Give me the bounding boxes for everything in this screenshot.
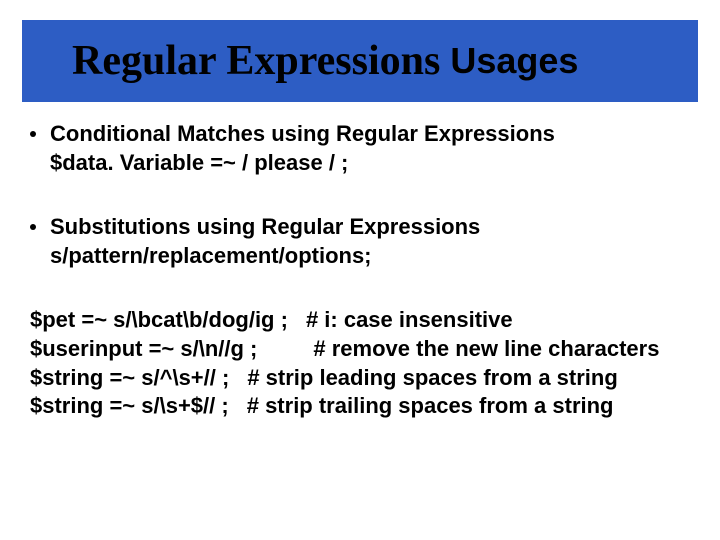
example-comment: # strip leading spaces from a string xyxy=(247,365,617,390)
bullet-subtext: $data. Variable =~ / please / ; xyxy=(50,149,690,178)
bullet-dot-icon xyxy=(30,131,36,137)
example-line: $pet =~ s/\bcat\b/dog/ig ; # i: case inse… xyxy=(30,306,690,335)
bullet-heading: Substitutions using Regular Expressions xyxy=(50,213,690,242)
bullet-item: Substitutions using Regular Expressions … xyxy=(30,213,690,270)
example-comment: # strip trailing spaces from a string xyxy=(247,393,614,418)
example-line: $userinput =~ s/\n//g ; # remove the new … xyxy=(30,335,690,364)
bullet-subtext: s/pattern/replacement/options; xyxy=(50,242,690,271)
bullet-item: Conditional Matches using Regular Expres… xyxy=(30,120,690,177)
title-sub: Usages xyxy=(450,40,578,82)
examples-block: $pet =~ s/\bcat\b/dog/ig ; # i: case inse… xyxy=(30,306,690,420)
bullet-dot-icon xyxy=(30,224,36,230)
example-comment: # remove the new line characters xyxy=(313,336,659,361)
example-code: $string =~ s/\s+$// ; xyxy=(30,393,229,418)
title-main: Regular Expressions xyxy=(72,37,440,85)
example-code: $userinput =~ s/\n//g ; xyxy=(30,336,257,361)
bullet-heading-row: Conditional Matches using Regular Expres… xyxy=(30,120,690,149)
example-comment: # i: case insensitive xyxy=(306,307,513,332)
slide: Regular Expressions Usages Conditional M… xyxy=(0,0,720,540)
example-code: $string =~ s/^\s+// ; xyxy=(30,365,229,390)
bullet-heading-row: Substitutions using Regular Expressions xyxy=(30,213,690,242)
title-bar: Regular Expressions Usages xyxy=(22,20,698,102)
body-content: Conditional Matches using Regular Expres… xyxy=(30,120,690,421)
example-line: $string =~ s/^\s+// ; # strip leading spa… xyxy=(30,364,690,393)
example-code: $pet =~ s/\bcat\b/dog/ig ; xyxy=(30,307,288,332)
bullet-heading: Conditional Matches using Regular Expres… xyxy=(50,120,690,149)
example-line: $string =~ s/\s+$// ; # strip trailing sp… xyxy=(30,392,690,421)
